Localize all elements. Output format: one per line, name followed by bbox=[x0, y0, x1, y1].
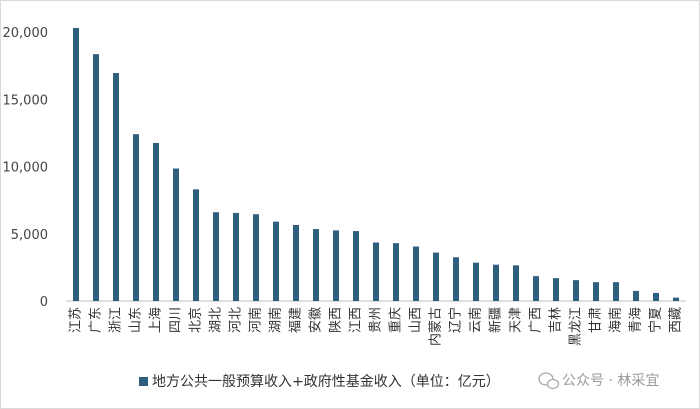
legend: 地方公共一般预算收入+政府性基金收入（单位：亿元） bbox=[139, 373, 500, 390]
x-category-label: 贵州 bbox=[369, 307, 384, 333]
x-category-label: 宁夏 bbox=[648, 307, 664, 333]
bar bbox=[553, 278, 559, 301]
x-category-label: 内蒙古 bbox=[428, 307, 444, 346]
x-category-label: 河南 bbox=[248, 307, 264, 333]
bar bbox=[133, 134, 139, 301]
bar bbox=[173, 168, 179, 301]
y-tick-label: 0 bbox=[40, 295, 48, 310]
x-category-label: 四川 bbox=[169, 307, 184, 333]
bar bbox=[513, 265, 519, 301]
x-category-label: 湖南 bbox=[268, 307, 284, 333]
bar bbox=[253, 214, 259, 301]
x-category-label: 福建 bbox=[289, 307, 304, 333]
x-category-label: 江西 bbox=[349, 307, 364, 333]
legend-label: 地方公共一般预算收入+政府性基金收入（单位：亿元） bbox=[152, 373, 500, 390]
y-tick-label: 20,000 bbox=[3, 26, 49, 41]
bar bbox=[593, 282, 599, 301]
x-category-label: 辽宁 bbox=[448, 307, 464, 333]
bars-group bbox=[73, 27, 679, 302]
x-category-label: 海南 bbox=[608, 307, 624, 333]
bar bbox=[533, 276, 539, 301]
x-category-label: 北京 bbox=[189, 307, 204, 333]
bar bbox=[433, 252, 439, 301]
y-tick-label: 15,000 bbox=[3, 93, 49, 108]
bar bbox=[473, 262, 479, 301]
x-category-label: 天津 bbox=[509, 307, 524, 333]
bar bbox=[493, 264, 499, 301]
x-category-label: 广西 bbox=[529, 307, 544, 333]
bar bbox=[153, 142, 159, 301]
x-category-label: 山东 bbox=[129, 307, 144, 333]
bar bbox=[413, 246, 419, 301]
x-category-label: 江苏 bbox=[68, 307, 84, 333]
bar bbox=[673, 297, 679, 301]
bar bbox=[213, 212, 219, 301]
x-category-label: 吉林 bbox=[549, 307, 564, 333]
bar bbox=[353, 231, 359, 301]
bar bbox=[653, 292, 659, 301]
bar bbox=[73, 27, 79, 301]
bar bbox=[273, 221, 279, 301]
watermark-text: 公众号 · 林采宜 bbox=[562, 373, 659, 389]
bar bbox=[453, 257, 459, 301]
bar bbox=[293, 225, 299, 301]
bar bbox=[613, 282, 619, 301]
x-category-label: 黑龙江 bbox=[569, 307, 584, 346]
x-category-label: 安徽 bbox=[309, 307, 324, 333]
bar bbox=[113, 73, 119, 302]
bar bbox=[193, 189, 199, 301]
bar bbox=[333, 230, 339, 301]
y-axis: 0 5,000 10,000 15,000 20,000 bbox=[3, 26, 49, 310]
x-category-label: 青海 bbox=[629, 307, 644, 333]
bar bbox=[393, 243, 399, 301]
legend-swatch bbox=[139, 377, 148, 386]
x-category-label: 山西 bbox=[409, 307, 424, 333]
bar bbox=[373, 242, 379, 301]
x-category-label: 重庆 bbox=[388, 307, 404, 333]
bar bbox=[573, 280, 579, 301]
x-category-label: 陕西 bbox=[329, 307, 344, 333]
bar bbox=[233, 212, 239, 301]
wechat-icon bbox=[538, 372, 560, 390]
x-category-label: 河北 bbox=[229, 307, 244, 333]
x-category-label: 湖北 bbox=[209, 307, 224, 333]
x-category-label: 新疆 bbox=[488, 307, 504, 333]
bar bbox=[633, 290, 639, 301]
x-category-label: 云南 bbox=[468, 307, 484, 333]
y-tick-label: 5,000 bbox=[11, 228, 48, 243]
x-category-label: 甘肃 bbox=[589, 307, 604, 333]
x-category-label: 浙江 bbox=[109, 307, 124, 333]
y-tick-label: 10,000 bbox=[3, 161, 49, 176]
bar bbox=[313, 229, 319, 301]
x-category-label: 西藏 bbox=[669, 307, 684, 333]
watermark: 公众号 · 林采宜 bbox=[538, 372, 659, 390]
x-category-label: 上海 bbox=[149, 307, 164, 333]
x-category-label: 广东 bbox=[89, 307, 104, 333]
bar bbox=[93, 54, 99, 301]
x-axis-labels: 江苏 广东 浙江 山东 上海 四川 北京 湖北 河北 河南 湖南 福建 安徽 陕西 江西 贵州 重庆 山西 内蒙古辽… bbox=[68, 307, 684, 346]
